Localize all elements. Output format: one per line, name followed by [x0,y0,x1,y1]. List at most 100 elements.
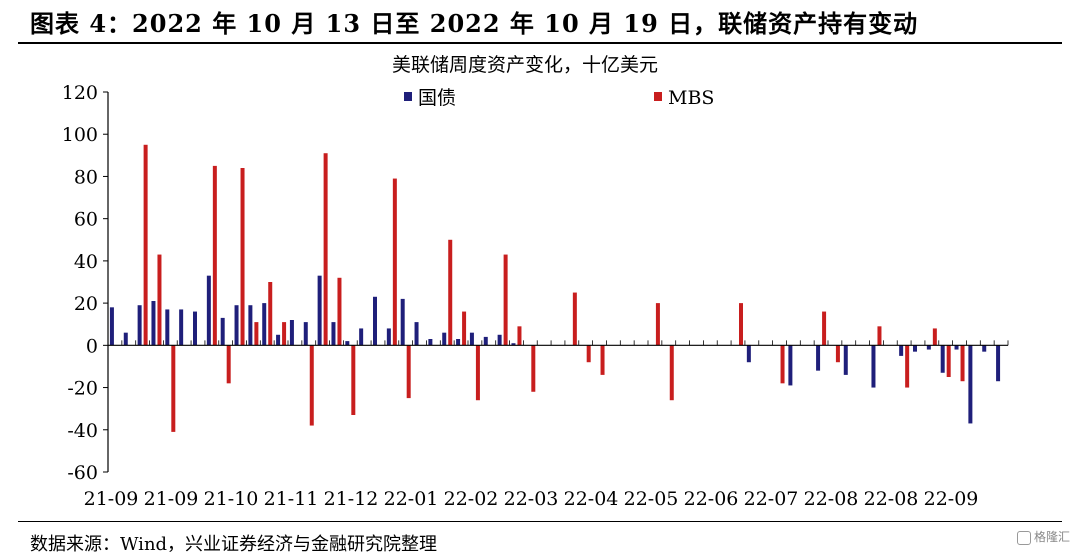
bar-treasury [123,332,128,346]
bar-mbs [475,345,480,401]
bar-treasury [816,345,821,371]
x-tick-label: 21-10 [204,488,259,510]
bar-treasury [151,301,156,346]
y-tick-label: 60 [74,209,98,231]
bar-mbs [905,345,910,388]
bar-treasury [414,322,419,346]
y-tick-label: 40 [74,251,98,273]
bar-mbs [448,239,453,346]
x-tick-label: 22-05 [624,488,679,510]
legend-label-mbs: MBS [668,87,714,109]
bar-treasury [248,305,253,346]
x-tick-label: 22-02 [444,488,499,510]
y-tick-label: 80 [74,166,98,188]
y-tick-label: 120 [62,82,98,104]
bar-treasury [913,345,917,352]
legend-swatch-treasury [404,92,412,101]
bar-mbs [531,345,536,392]
bar-mbs [462,311,467,346]
y-tick-label: -60 [67,462,98,484]
bar-treasury [137,305,142,346]
bar-treasury [262,303,267,346]
title-rule [18,42,1062,44]
bar-treasury [359,328,364,346]
bar-mbs [655,303,660,346]
bar-mbs [171,345,176,432]
bar-mbs [503,254,508,346]
bar-treasury [456,339,461,346]
bars [109,144,1001,432]
legend-swatch-mbs [654,92,662,101]
bar-treasury [954,345,959,350]
bar-mbs [932,328,937,346]
watermark: 格隆汇 [1016,528,1070,545]
bar-mbs [351,345,356,415]
bar-treasury [899,345,904,356]
bar-mbs [392,178,397,346]
bar-treasury [982,345,987,352]
y-tick-label: 20 [74,293,98,315]
figure-title: 图表 4：2022 年 10 月 13 日至 2022 年 10 月 19 日，… [30,9,919,38]
x-tick-label: 22-04 [564,488,619,510]
bar-mbs [268,282,273,346]
x-tick-label: 22-03 [504,488,559,510]
bar-treasury [746,345,751,363]
bar-treasury [165,309,170,346]
bar-treasury [788,345,793,386]
bar-mbs [517,326,522,346]
bar-mbs [960,345,965,382]
y-tick-label: -40 [67,420,98,442]
bar-mbs [835,345,840,363]
bar-treasury [940,345,945,373]
bar-chart: 美联储周度资产变化，十亿美元 国债 MBS -60 -40 -20 0 20 40 60 80… [62,54,1009,510]
bar-treasury [234,305,239,346]
x-tick-label: 22-09 [924,488,979,510]
bar-treasury [442,332,447,346]
x-axis: 21-09 21-09 21-10 21-11 21-12 22-01 22-02 22-03… [84,340,1009,510]
bar-mbs [309,345,314,426]
bar-treasury [373,296,377,346]
bar-mbs [669,345,674,401]
bar-treasury [871,345,876,388]
bar-treasury [926,345,931,350]
source-rule [18,521,1062,522]
bar-treasury [303,322,308,346]
bar-mbs [780,345,785,384]
x-tick-label: 21-09 [84,488,139,510]
x-tick-label: 22-08 [864,488,919,510]
bar-treasury [317,275,322,346]
x-tick-label: 22-01 [384,488,439,510]
bar-treasury [511,343,516,346]
bar-mbs [157,254,162,346]
bar-treasury [179,309,184,346]
bar-treasury [289,320,294,346]
bar-treasury [276,334,281,346]
bar-treasury [843,345,848,375]
bar-mbs [822,311,827,346]
bar-treasury [497,334,502,346]
bar-mbs [337,277,342,346]
bar-mbs [739,303,743,346]
bar-mbs [282,322,287,346]
y-axis: -60 -40 -20 0 20 40 60 80 100 120 [62,82,109,484]
bar-treasury [968,345,973,424]
bar-treasury [220,317,225,346]
bar-mbs [323,153,328,346]
source-note: 数据来源：Wind，兴业证券经济与金融研究院整理 [30,534,438,555]
x-tick-label: 21-09 [144,488,199,510]
x-tick-label: 21-11 [264,488,319,510]
bar-mbs [212,165,217,346]
x-tick-label: 22-08 [804,488,859,510]
bar-treasury [400,298,405,346]
bar-treasury [206,275,211,346]
y-tick-label: 100 [62,124,98,146]
bar-mbs [254,322,259,346]
bar-treasury [331,322,336,346]
y-tick-label: -20 [67,378,98,400]
x-tick-label: 22-07 [744,488,799,510]
watermark-logo-icon [1016,530,1031,545]
legend: 国债 MBS [404,87,714,109]
bar-treasury [386,328,391,346]
bar-mbs [143,144,148,346]
bar-mbs [586,345,591,363]
